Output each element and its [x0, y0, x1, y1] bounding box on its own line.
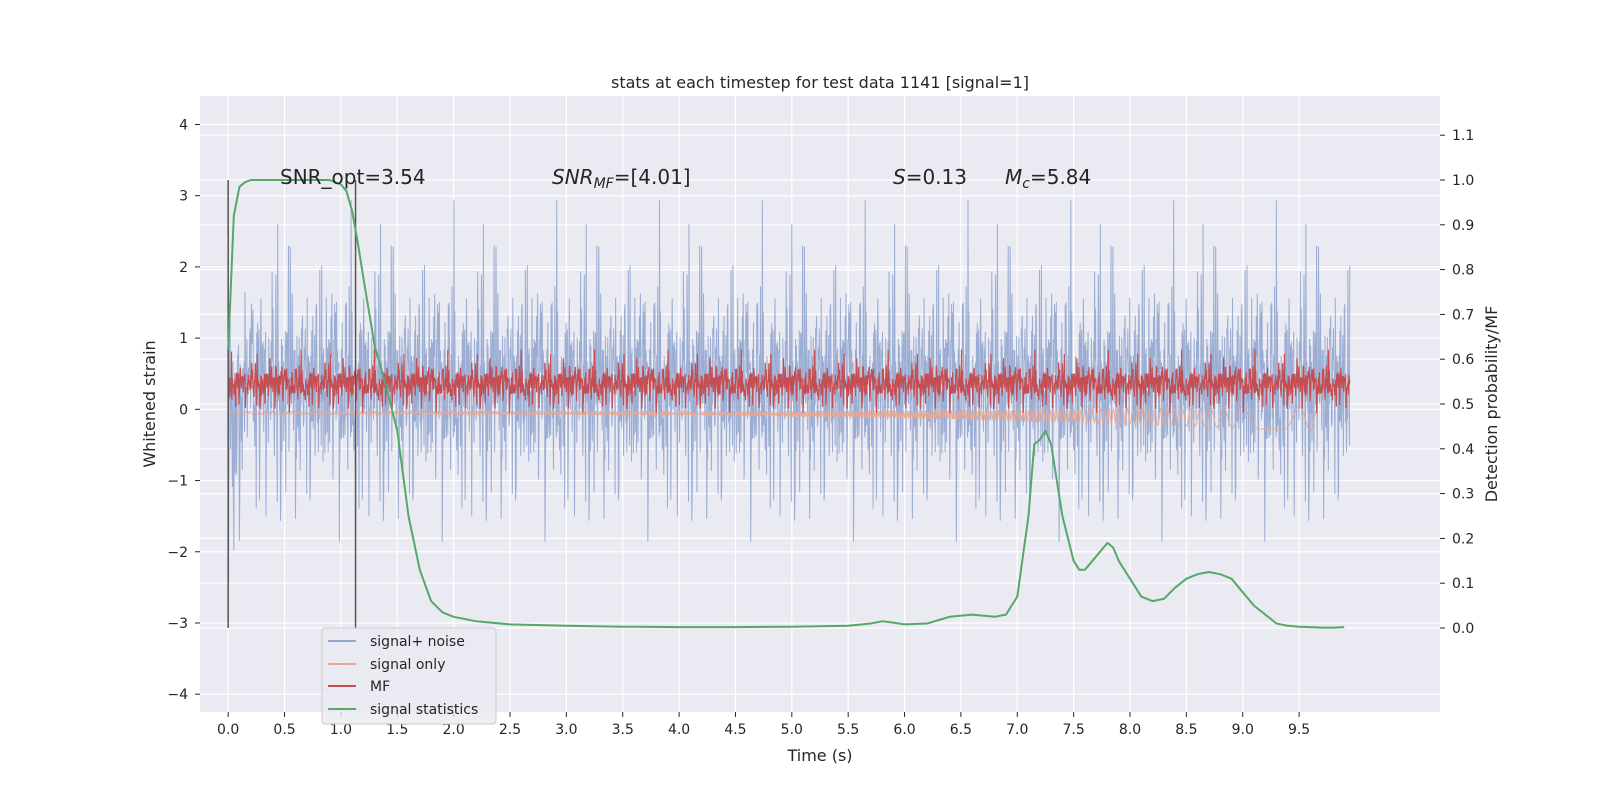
annotation-snr-mf: SNRMF=[4.01]	[552, 165, 691, 192]
y-tick-label: −4	[167, 687, 188, 703]
chart-title: stats at each timestep for test data 114…	[611, 73, 1029, 92]
x-tick-label: 7.5	[1063, 722, 1085, 738]
s-value: =0.13	[906, 165, 967, 189]
legend-label-signal-noise: signal+ noise	[370, 634, 465, 650]
y2-tick-label: 1.1	[1452, 128, 1474, 144]
y2-tick-label: 0.6	[1452, 352, 1474, 368]
y2-tick-label: 0.7	[1452, 307, 1474, 323]
x-tick-label: 5.0	[781, 722, 803, 738]
y-tick-label: 4	[179, 117, 188, 133]
mc-subscript: c	[1022, 176, 1030, 192]
line-signal-only	[227, 405, 1317, 432]
legend-label-signal-only: signal only	[370, 657, 445, 673]
x-tick-label: 4.0	[668, 722, 690, 738]
y2-axis-label: Detection probability/MF	[1482, 306, 1501, 503]
y-tick-label: 1	[179, 331, 188, 347]
annotation-s: S=0.13	[893, 165, 967, 189]
y-tick-label: −1	[167, 474, 188, 490]
x-tick-label: 1.0	[330, 722, 352, 738]
legend-box	[321, 627, 497, 725]
y-axis-label: Whitened strain	[140, 340, 159, 467]
x-tick-label: 3.5	[612, 722, 634, 738]
series-mf	[227, 349, 1351, 413]
x-tick-label: 4.5	[724, 722, 746, 738]
x-axis-ticks: 0.0 0.5 1.0 1.5 2.0 2.5 3.0 3.5 4.0 4.5 5.0 5.5 6.0 6…	[217, 712, 1310, 738]
x-tick-label: 6.0	[893, 722, 915, 738]
y2-tick-label: 0.3	[1452, 487, 1474, 503]
line-signal-statistics	[227, 179, 1345, 629]
x-tick-label: 2.5	[499, 722, 521, 738]
y2-tick-label: 0.9	[1452, 218, 1474, 234]
x-tick-label: 9.0	[1232, 722, 1254, 738]
y2-tick-label: 0.1	[1452, 576, 1474, 592]
s-symbol: S	[893, 165, 906, 189]
snr-mf-subscript: MF	[594, 176, 615, 192]
y2-tick-label: 1.0	[1452, 173, 1474, 189]
snr-mf-value: =[4.01]	[614, 165, 691, 189]
x-tick-label: 8.0	[1119, 722, 1141, 738]
x-tick-label: 8.5	[1175, 722, 1197, 738]
x-tick-label: 0.5	[273, 722, 295, 738]
legend-label-signal-statistics: signal statistics	[370, 702, 478, 718]
snr-mf-symbol: SNR	[552, 165, 594, 189]
marker-lines	[227, 180, 357, 628]
x-tick-label: 3.0	[555, 722, 577, 738]
x-tick-label: 7.0	[1006, 722, 1028, 738]
y-tick-label: 2	[179, 260, 188, 276]
y2-tick-label: 0.0	[1452, 621, 1474, 637]
line-mf	[227, 349, 1351, 413]
y-tick-label: −2	[167, 545, 188, 561]
y-tick-label: 3	[179, 189, 188, 205]
series-signal-statistics	[227, 179, 1345, 629]
annotation-mc: Mc=5.84	[1005, 165, 1091, 192]
x-tick-label: 0.0	[217, 722, 239, 738]
y2-tick-label: 0.4	[1452, 442, 1474, 458]
y-axis-ticks: −4 −3 −2 −1 0 1 2 3 4	[167, 117, 200, 703]
y2-tick-label: 0.5	[1452, 397, 1474, 413]
legend: signal+ noise signal only MF signal stat…	[321, 627, 497, 725]
x-axis-label: Time (s)	[786, 746, 852, 765]
x-tick-label: 9.5	[1288, 722, 1310, 738]
mc-value: =5.84	[1030, 165, 1091, 189]
y2-axis-ticks: 0.0 0.1 0.2 0.3 0.4 0.5 0.6 0.7 0.8 0.9 1.0 1.1	[1440, 128, 1474, 637]
y-tick-label: −3	[167, 616, 188, 632]
y2-tick-label: 0.2	[1452, 531, 1474, 547]
x-tick-label: 5.5	[837, 722, 859, 738]
y-tick-label: 0	[179, 402, 188, 418]
x-tick-label: 6.5	[950, 722, 972, 738]
x-tick-label: 2.0	[443, 722, 465, 738]
legend-label-mf: MF	[370, 679, 390, 695]
x-tick-label: 1.5	[386, 722, 408, 738]
series-signal-only	[227, 405, 1317, 432]
annotation-snr-opt: SNR_opt=3.54	[280, 165, 426, 189]
mc-symbol: M	[1005, 165, 1022, 189]
y2-tick-label: 0.8	[1452, 263, 1474, 279]
